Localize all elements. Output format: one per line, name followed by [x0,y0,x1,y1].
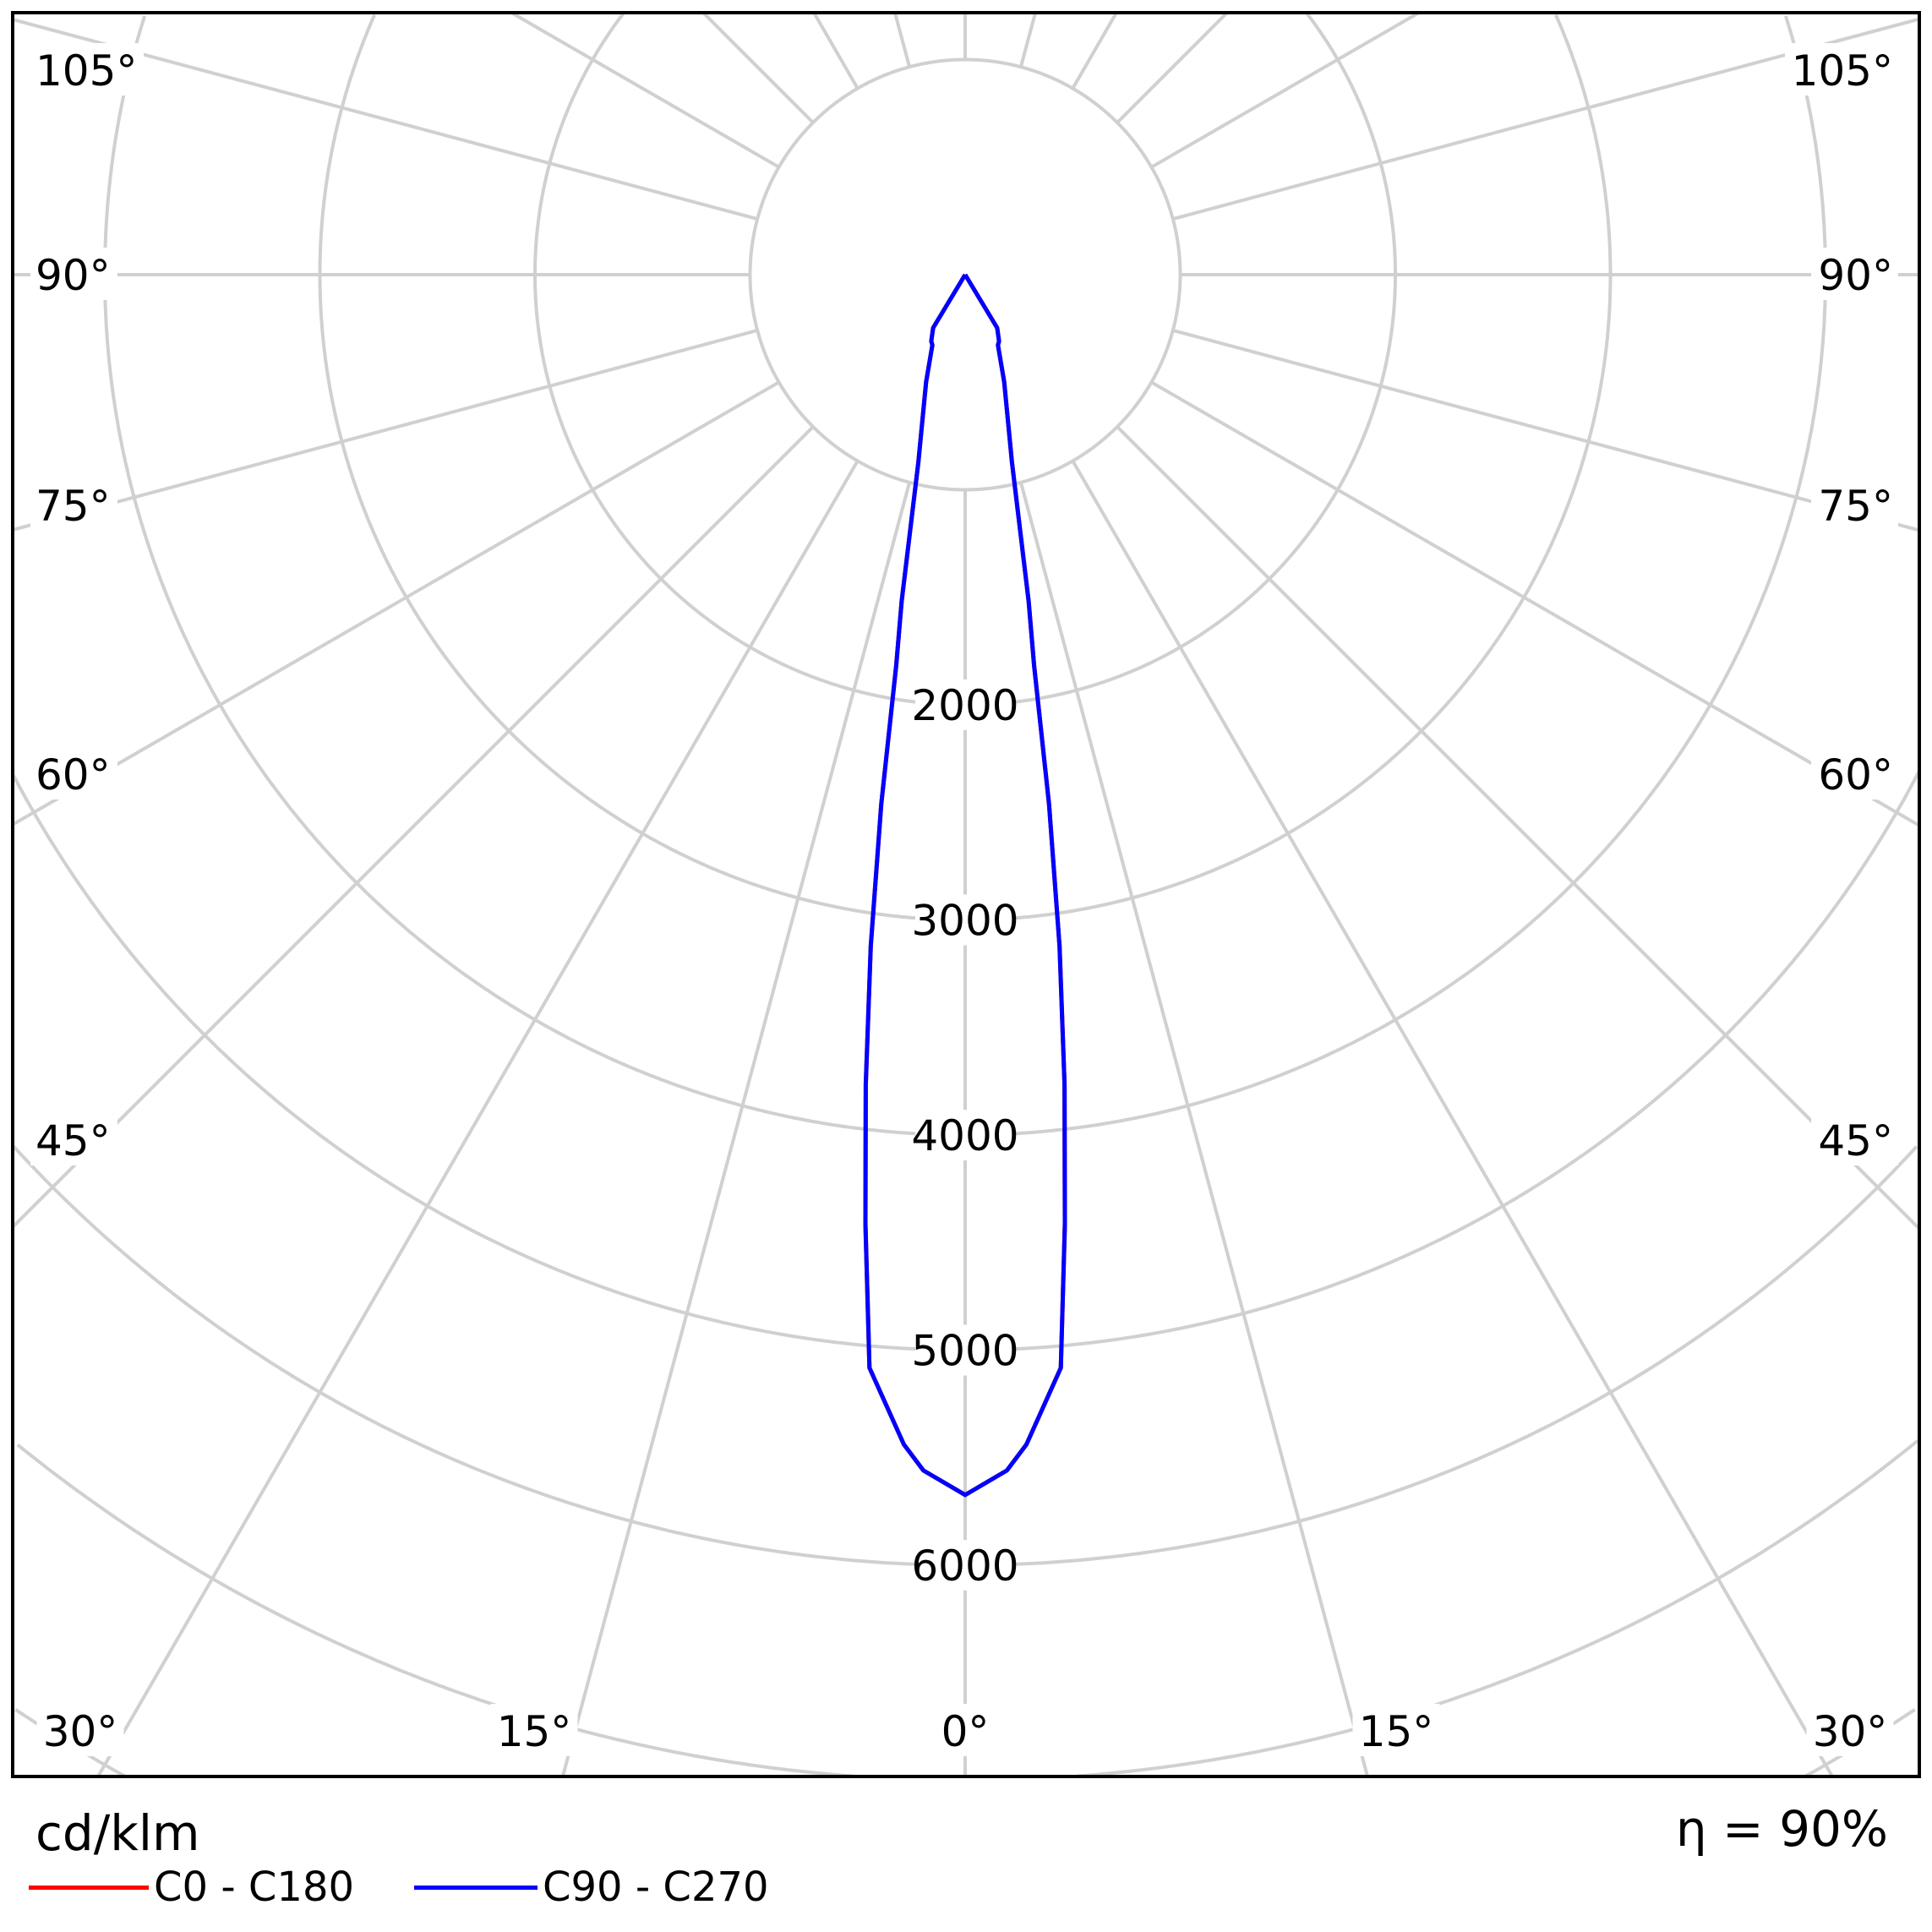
grid-radial-line [560,482,912,1776]
angle-label-left-90: 90° [35,251,111,300]
angle-label-bg [30,478,117,531]
grid-radial-line [1071,13,1118,90]
angle-label-right-15: 15° [1359,1707,1434,1756]
angle-label-right-105: 105° [1792,46,1893,96]
grid-circle [965,13,1397,707]
angle-label-bg [935,1704,996,1756]
grid-circle [103,15,965,1137]
grid-circle [1076,1439,1919,1776]
radial-label-bg [915,1324,1015,1376]
plot-frame [11,11,1921,1778]
angle-label-bg [1352,1704,1440,1756]
grid-radial-line [1116,425,1919,1231]
grid-radial-line [701,13,815,124]
angle-label-right-45: 45° [1818,1116,1893,1165]
angle-label-left-30: 30° [43,1707,118,1756]
curve-c90-c270 [863,273,1067,1498]
radial-tick-label: 6000 [911,1542,1018,1591]
grid-radial-line [13,380,780,827]
angle-label-bg [1806,1704,1894,1756]
grid-circle [965,1145,1918,1567]
grid-circle [13,774,965,1352]
angle-label-left-15: 15° [497,1707,572,1756]
grid-radial-line [1071,460,1834,1776]
angle-label-bg [490,1704,578,1756]
radial-tick-label: 5000 [911,1327,1018,1376]
legend-item-c90: C90 - C270 [414,1864,769,1911]
angle-label-bg [1811,478,1898,531]
radial-tick-label: 2000 [911,681,1018,730]
grid-radial-line [13,328,758,532]
grid-circle [318,14,965,922]
angle-label-left-105: 105° [35,46,137,96]
radial-label-bg [915,1540,1015,1591]
legend-label: C0 - C180 [154,1864,355,1911]
angle-label-bg [36,1704,124,1756]
legend-item-c0: C0 - C180 [29,1864,354,1911]
efficiency-label: η = 90% [1675,1800,1888,1858]
angle-label-bg [1811,1113,1898,1165]
angle-label-left-75: 75° [35,482,111,531]
radial-tick-label: 3000 [911,897,1018,946]
grid-radial-line [13,425,815,1229]
angle-label-bg [30,1113,117,1165]
grid-circle [16,1443,854,1776]
grid-radial-line [1150,13,1420,169]
angle-label-bg [30,43,144,96]
angle-label-left-60: 60° [35,750,111,800]
grid-radial-line [1172,328,1919,532]
radial-tick-label: 4000 [911,1111,1018,1160]
angle-label-bg [1785,43,1898,96]
tick-labels: 2000 3000 4000 5000 6000 0° 15° 15° 30° 30° 45° 45°… [30,43,1898,1756]
angle-label-right-90: 90° [1818,251,1893,300]
angle-label-bg [30,248,117,300]
angle-label-bg [1811,747,1898,800]
grid-circle [965,770,1919,1352]
grid-circle [965,14,1613,922]
grid-radial-line [1116,13,1229,124]
angle-label-bg [1811,248,1898,300]
radial-label-bg [915,894,1015,946]
grid-circle [533,13,965,707]
angle-label-right-60: 60° [1818,750,1893,800]
grid-radial-line [510,13,780,169]
legend-swatch-red [29,1885,149,1890]
grid-radial-line [812,13,860,90]
grid-radial-line [96,460,860,1776]
unit-label: cd/klm [35,1804,200,1862]
radial-label-bg [915,679,1015,730]
radial-label-bg [915,1110,1015,1160]
intensity-curves [863,273,1067,1498]
legend-swatch-blue [414,1885,538,1890]
grid-circle [965,15,1827,1137]
grid-radial-line [892,13,912,68]
grid-radial-line [1018,13,1038,68]
angle-label-0: 0° [941,1707,990,1756]
grid-circle [13,1145,965,1567]
angle-label-left-45: 45° [35,1116,111,1165]
angle-label-bg [30,747,117,800]
legend-label: C90 - C270 [543,1864,769,1911]
angle-label-right-75: 75° [1818,482,1893,531]
grid-radial-line [1018,482,1370,1776]
angle-label-right-30: 30° [1813,1707,1888,1756]
grid-radial-line [1150,380,1919,827]
